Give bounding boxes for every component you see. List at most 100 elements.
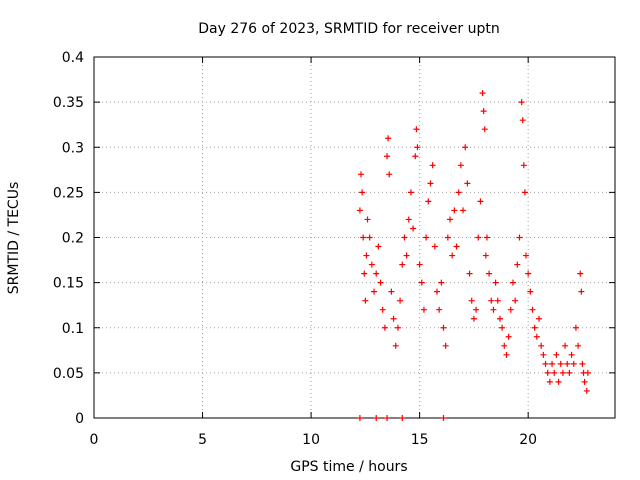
- data-point: [429, 162, 436, 169]
- data-point: [520, 162, 527, 169]
- data-point: [440, 324, 447, 331]
- data-point: [449, 252, 456, 259]
- data-point: [364, 216, 371, 223]
- data-point: [377, 279, 384, 286]
- data-point: [403, 252, 410, 259]
- data-point: [361, 270, 368, 277]
- data-point: [444, 234, 451, 241]
- data-point: [438, 279, 445, 286]
- data-point: [522, 252, 529, 259]
- data-point: [394, 324, 401, 331]
- axis-ticks: [93, 56, 615, 419]
- y-axis-label: SRMTID / TECUs: [6, 182, 22, 295]
- data-point: [466, 270, 473, 277]
- data-point: [509, 279, 516, 286]
- data-point: [425, 198, 432, 205]
- data-point: [418, 279, 425, 286]
- data-point: [536, 315, 543, 322]
- data-point: [416, 261, 423, 268]
- data-point: [412, 153, 419, 160]
- y-tick-label: 0.25: [53, 185, 84, 201]
- data-point: [368, 261, 375, 268]
- data-point: [488, 297, 495, 304]
- data-point: [455, 189, 462, 196]
- data-point: [423, 234, 430, 241]
- data-point: [575, 342, 582, 349]
- data-point: [564, 360, 571, 367]
- data-point: [503, 351, 510, 358]
- data-point: [375, 243, 382, 250]
- data-point: [519, 117, 526, 124]
- x-tick-label: 5: [198, 432, 207, 448]
- data-point: [379, 306, 386, 313]
- grid-lines: [94, 57, 615, 418]
- data-point: [470, 315, 477, 322]
- data-point: [363, 252, 370, 259]
- x-tick-label: 15: [411, 432, 429, 448]
- data-point: [386, 171, 393, 178]
- data-point: [427, 180, 434, 187]
- data-point: [433, 288, 440, 295]
- x-tick-label: 0: [90, 432, 99, 448]
- data-point: [371, 288, 378, 295]
- data-point: [505, 333, 512, 340]
- data-point: [405, 216, 412, 223]
- data-point: [501, 342, 508, 349]
- data-point: [384, 415, 391, 421]
- data-point: [479, 90, 486, 97]
- data-point: [568, 351, 575, 358]
- data-point: [542, 360, 549, 367]
- data-point: [531, 324, 538, 331]
- data-point: [494, 297, 501, 304]
- data-point: [566, 369, 573, 376]
- data-point: [358, 171, 365, 178]
- data-point: [549, 360, 556, 367]
- data-point: [413, 126, 420, 133]
- data-point: [482, 252, 489, 259]
- data-point: [373, 270, 380, 277]
- y-tick-label: 0.35: [53, 95, 84, 111]
- y-tick-label: 0.15: [53, 276, 84, 292]
- data-point: [451, 207, 458, 214]
- data-point: [401, 234, 408, 241]
- data-point: [533, 333, 540, 340]
- data-point: [516, 234, 523, 241]
- data-point: [359, 189, 366, 196]
- data-point: [584, 369, 591, 376]
- data-point: [499, 324, 506, 331]
- data-point: [578, 288, 585, 295]
- data-point: [546, 378, 553, 385]
- data-point: [414, 144, 421, 151]
- x-tick-labels: 0 5 10 15 20: [90, 432, 538, 448]
- data-point: [473, 306, 480, 313]
- data-point: [518, 99, 525, 106]
- data-point: [356, 207, 363, 214]
- y-tick-label: 0.3: [62, 140, 84, 156]
- data-point: [381, 324, 388, 331]
- data-point: [447, 216, 454, 223]
- data-point: [557, 360, 564, 367]
- data-point: [392, 342, 399, 349]
- data-point: [562, 342, 569, 349]
- y-tick-label: 0.4: [62, 50, 84, 66]
- data-point: [512, 297, 519, 304]
- data-point: [572, 324, 579, 331]
- data-point: [420, 306, 427, 313]
- data-point: [468, 297, 475, 304]
- data-point: [464, 180, 471, 187]
- data-point: [496, 315, 503, 322]
- data-point: [521, 189, 528, 196]
- x-tick-label: 10: [302, 432, 320, 448]
- data-point: [514, 261, 521, 268]
- data-point: [481, 126, 488, 133]
- data-point: [385, 135, 392, 142]
- data-point: [583, 387, 590, 394]
- x-axis-label: GPS time / hours: [290, 459, 407, 475]
- data-point: [490, 306, 497, 313]
- data-point: [579, 360, 586, 367]
- data-point: [356, 415, 363, 421]
- data-point: [407, 189, 414, 196]
- data-point: [384, 153, 391, 160]
- data-point: [570, 360, 577, 367]
